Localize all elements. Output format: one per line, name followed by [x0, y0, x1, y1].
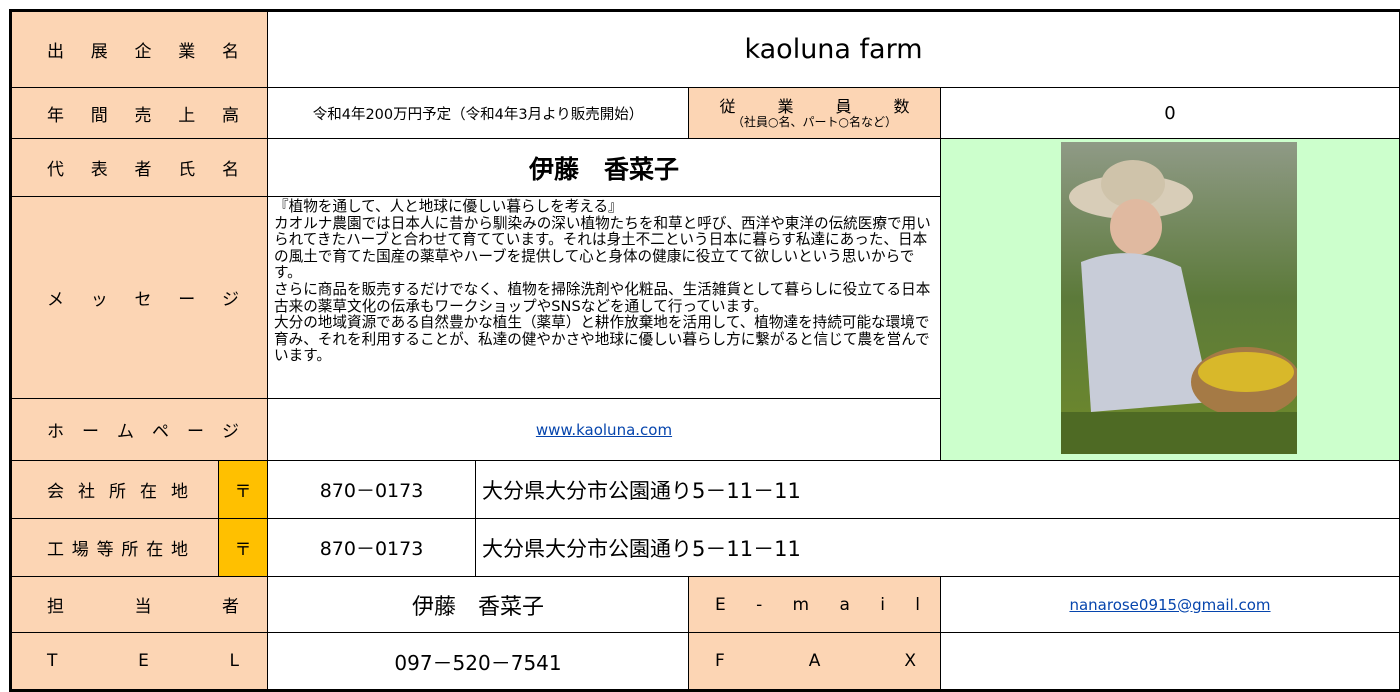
- label-cell: T E L: [10, 632, 268, 690]
- message-text: 『植物を通して、人と地球に優しい暮らしを考える』 カオルナ農園では日本人に昔から…: [267, 196, 941, 399]
- label: 従 業 員 数: [719, 96, 910, 116]
- label-cell: メ ッ セ ー ジ: [10, 196, 268, 399]
- label-cell: 従 業 員 数 （社員○名、パート○名など）: [688, 87, 941, 139]
- label-note: （社員○名、パート○名など）: [732, 114, 897, 129]
- address: 大分県大分市公園通り5－11－11: [475, 518, 1400, 577]
- label: 担 当 者: [47, 597, 239, 617]
- label-cell: 会 社 所 在 地: [10, 460, 219, 519]
- label: 年 間 売 上 高: [47, 105, 239, 126]
- label: T E L: [47, 651, 239, 671]
- paragraph: 『植物を通して、人と地球に優しい暮らしを考える』: [274, 198, 623, 215]
- contact-name: 伊藤 香菜子: [267, 576, 689, 633]
- homepage-link[interactable]: www.kaoluna.com: [535, 420, 673, 439]
- homepage-cell: www.kaoluna.com: [267, 398, 941, 461]
- label-cell: 年 間 売 上 高: [10, 87, 268, 139]
- label: 代 表 者 氏 名: [47, 160, 239, 180]
- label-cell: 代 表 者 氏 名: [10, 138, 268, 197]
- label-cell: 出 展 企 業 名: [10, 10, 268, 88]
- postal-code: 870－0173: [267, 460, 476, 519]
- label: 会 社 所 在 地: [47, 482, 188, 502]
- representative-name: 伊藤 香菜子: [267, 138, 941, 197]
- photo: [1061, 142, 1297, 454]
- label: 工 場 等 所 在 地: [47, 540, 188, 560]
- postal-mark: 〒: [218, 460, 268, 519]
- address: 大分県大分市公園通り5－11－11: [475, 460, 1400, 519]
- fax-value: [940, 632, 1400, 690]
- employees-value: 0: [940, 87, 1400, 139]
- email-link[interactable]: nanarose0915@gmail.com: [1069, 595, 1271, 614]
- email-cell: nanarose0915@gmail.com: [940, 576, 1400, 633]
- postal-code: 870－0173: [267, 518, 476, 577]
- label-cell: ホ ー ム ペ ー ジ: [10, 398, 268, 461]
- paragraph: さらに商品を販売するだけでなく、植物を掃除洗剤や化粧品、生活雑貨として暮らしに役…: [274, 280, 931, 315]
- sales-value: 令和4年200万円予定（令和4年3月より販売開始）: [267, 87, 689, 139]
- paragraph: カオルナ農園では日本人に昔から馴染みの深い植物たちを和草と呼び、西洋や東洋の伝統…: [274, 214, 931, 282]
- photo-cell: [940, 138, 1400, 461]
- label-cell: 工 場 等 所 在 地: [10, 518, 219, 577]
- tel-value: 097－520－7541: [267, 632, 689, 690]
- label-cell: E - m a i l: [688, 576, 941, 633]
- postal-mark: 〒: [218, 518, 268, 577]
- company-name: kaoluna farm: [267, 10, 1400, 88]
- label: メ ッ セ ー ジ: [47, 290, 239, 310]
- label: ホ ー ム ペ ー ジ: [47, 422, 239, 442]
- paragraph: 大分の地域資源である自然豊かな植生（薬草）と耕作放棄地を活用して、植物達を持続可…: [274, 314, 930, 365]
- label-cell: F A X: [688, 632, 941, 690]
- label: 出 展 企 業 名: [47, 41, 239, 62]
- label-cell: 担 当 者: [10, 576, 268, 633]
- label: E - m a i l: [715, 594, 920, 615]
- label: F A X: [715, 651, 916, 671]
